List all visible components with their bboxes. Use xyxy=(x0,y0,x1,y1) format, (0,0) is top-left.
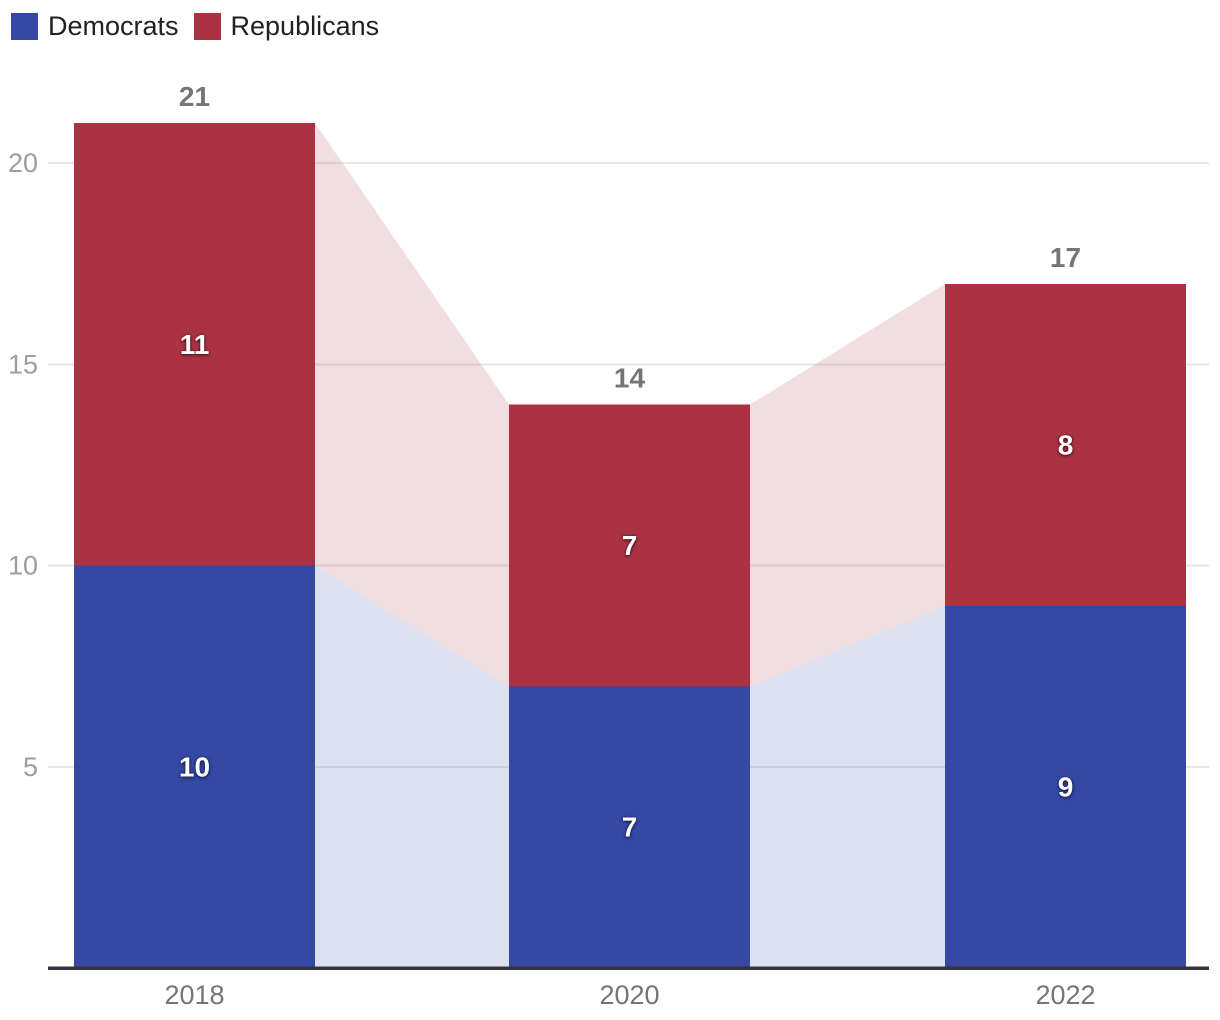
bar-segment-2018-republicans[interactable] xyxy=(74,123,315,566)
connector-republicans-2018-2020 xyxy=(315,123,509,687)
bar-segment-2022-democrats[interactable] xyxy=(945,605,1186,968)
category-label-2022: 2022 xyxy=(1035,980,1095,1010)
ytick-label-5: 5 xyxy=(23,752,38,782)
legend-item-democrats[interactable]: Democrats xyxy=(11,13,179,40)
democrats-color-swatch xyxy=(11,13,38,40)
x-axis-line xyxy=(48,966,1209,970)
ytick-label-15: 15 xyxy=(8,349,38,379)
ytick-label-10: 10 xyxy=(8,551,38,581)
total-label-2018: 21 xyxy=(179,81,210,112)
ytick-label-20: 20 xyxy=(8,148,38,178)
total-label-2022: 17 xyxy=(1050,242,1081,273)
republicans-color-swatch xyxy=(193,13,221,40)
connector-republicans-2020-2022 xyxy=(750,283,945,687)
value-label-democrats-2022: 9 xyxy=(1058,771,1074,802)
category-label-2020: 2020 xyxy=(599,980,659,1010)
connector-democrats-2018-2020 xyxy=(315,565,509,968)
value-label-republicans-2022: 8 xyxy=(1058,429,1074,460)
total-label-2020: 14 xyxy=(614,363,646,394)
legend-item-republicans[interactable]: Republicans xyxy=(193,11,380,41)
bar-segment-2018-democrats[interactable] xyxy=(74,565,315,968)
bar-segment-2020-republicans[interactable] xyxy=(509,404,750,687)
bar-segment-2020-democrats[interactable] xyxy=(509,686,750,968)
value-label-democrats-2020: 7 xyxy=(622,812,638,843)
category-label-2018: 2018 xyxy=(164,980,224,1010)
republicans-legend-label: Republicans xyxy=(230,11,380,41)
democrats-legend-label: Democrats xyxy=(48,11,179,41)
value-label-republicans-2018: 11 xyxy=(180,329,210,360)
bar-segment-2022-republicans[interactable] xyxy=(945,283,1186,606)
legend: Democrats Republicans xyxy=(11,13,379,40)
connector-democrats-2020-2022 xyxy=(750,605,945,968)
value-label-republicans-2020: 7 xyxy=(622,530,638,561)
value-label-democrats-2018: 10 xyxy=(179,751,210,782)
